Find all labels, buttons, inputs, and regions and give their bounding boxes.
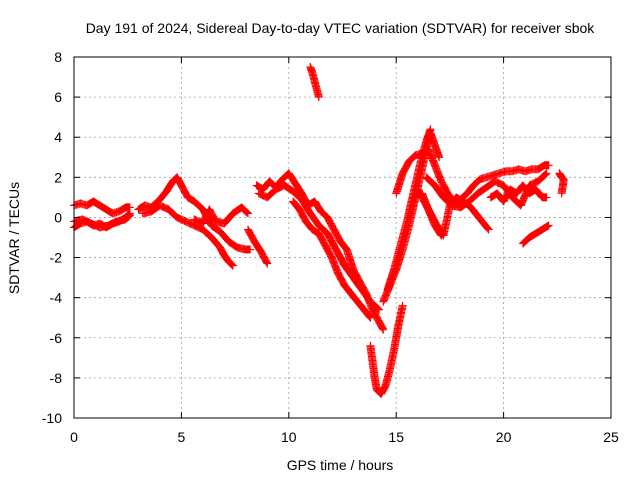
y-tick-label: 2	[54, 169, 62, 185]
series-track-r	[418, 189, 446, 240]
series-track-s	[486, 181, 551, 206]
y-tick-label: -4	[50, 290, 63, 306]
chart-title: Day 191 of 2024, Sidereal Day-to-day VTE…	[86, 20, 596, 36]
series-track-t	[518, 221, 553, 248]
plus-markers	[366, 301, 407, 398]
x-tick-label: 15	[388, 429, 404, 445]
plus-markers	[518, 221, 553, 248]
series-track-i	[254, 181, 384, 314]
series-track-g	[244, 225, 272, 268]
y-tick-label: 6	[54, 89, 62, 105]
series-track-d	[134, 173, 255, 254]
y-tick-label: 4	[54, 129, 62, 145]
plus-markers	[190, 203, 252, 228]
grid	[74, 57, 611, 418]
x-tick-label: 0	[70, 429, 78, 445]
plus-markers	[486, 181, 551, 206]
y-tick-label: 0	[54, 209, 62, 225]
y-axis-title: SDTVAR / TECUs	[6, 182, 22, 294]
x-axis-title: GPS time / hours	[287, 457, 394, 473]
series-track-k	[306, 63, 323, 102]
series-track-n	[383, 125, 435, 294]
plus-markers	[244, 225, 272, 268]
x-tick-label: 10	[281, 429, 297, 445]
plus-markers	[383, 125, 435, 294]
plus-markers	[254, 181, 384, 314]
plus-markers	[418, 189, 446, 240]
plus-markers	[306, 63, 323, 102]
y-tick-label: -8	[50, 370, 63, 386]
plus-markers	[555, 169, 568, 198]
series-track-e	[138, 201, 237, 270]
x-tick-label: 25	[603, 429, 619, 445]
data-marks	[70, 63, 568, 398]
plus-markers	[289, 197, 375, 322]
plus-markers	[138, 201, 237, 270]
series-track-u	[555, 169, 568, 198]
y-tick-label: -10	[42, 410, 62, 426]
x-tick-label: 20	[496, 429, 512, 445]
plot-frame	[73, 56, 612, 419]
series-track-l	[366, 301, 407, 398]
series-track-f	[190, 203, 252, 228]
y-tick-label: -2	[50, 250, 63, 266]
y-tick-label: 8	[54, 49, 62, 65]
series-track-j	[289, 197, 375, 322]
axis-ticks: 0 5 10 15 20 25 -10 -8 -6 -4 -2 0 2 4 6 8	[42, 49, 619, 445]
y-tick-label: -6	[50, 330, 63, 346]
plus-markers	[422, 169, 551, 212]
series-track-q	[422, 169, 551, 212]
plus-markers	[134, 173, 255, 254]
x-tick-label: 5	[178, 429, 186, 445]
